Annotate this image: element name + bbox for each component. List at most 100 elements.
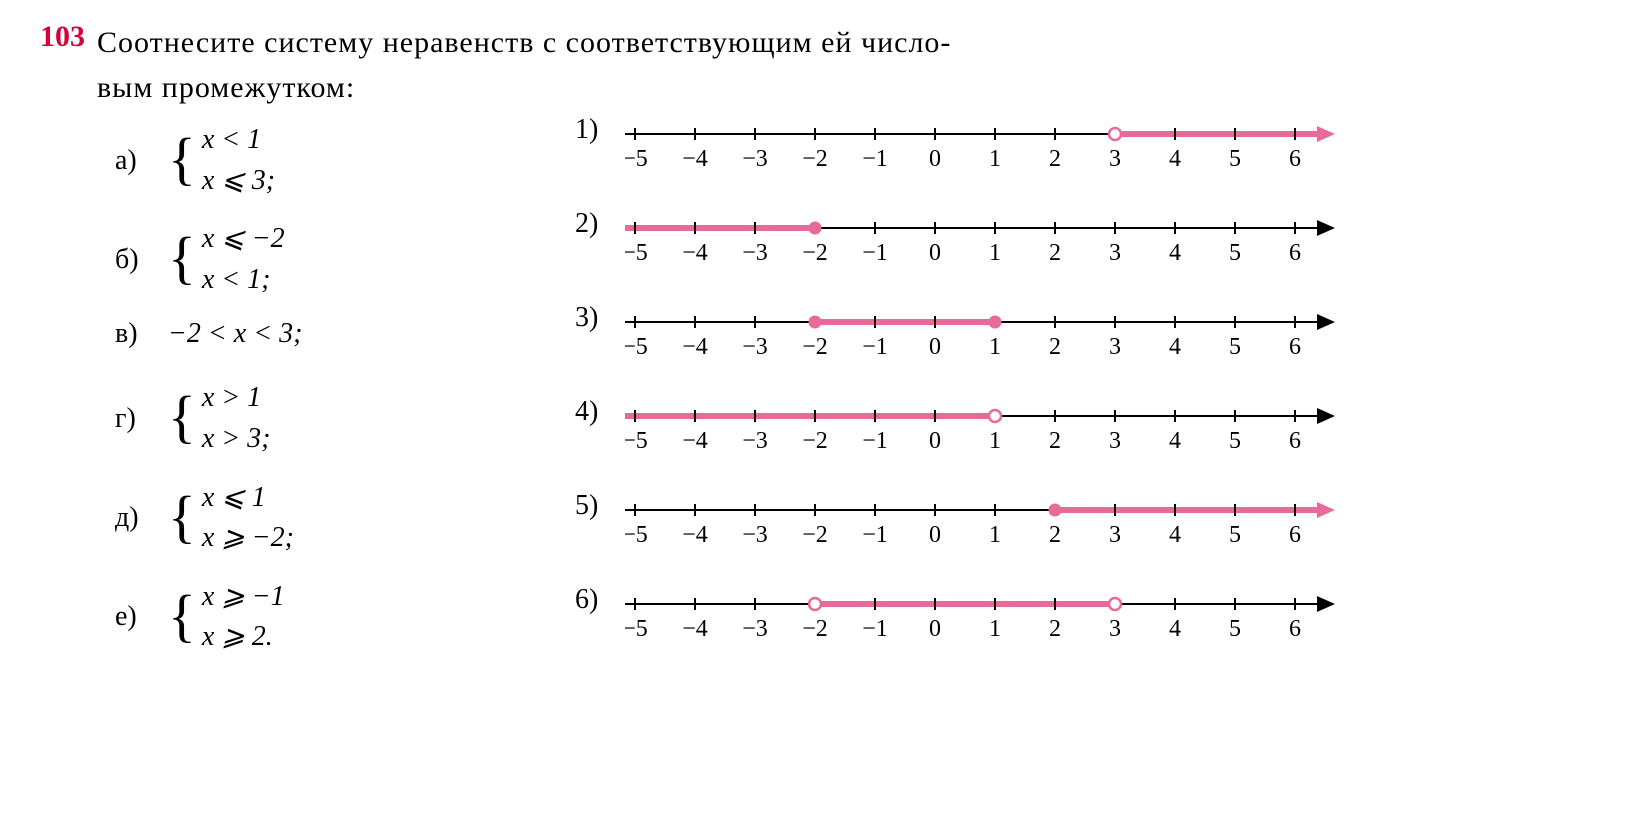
axis-tick-label: 6 xyxy=(1289,522,1301,548)
axis-arrowhead-icon xyxy=(1317,314,1335,330)
axis-arrowhead-icon xyxy=(1317,220,1335,236)
axis-tick-label: 1 xyxy=(989,240,1001,266)
system-item: г){x > 1x > 3; xyxy=(115,378,495,459)
axis-tick-label: −3 xyxy=(742,146,768,172)
system-lines: x ⩽ 1x ⩾ −2; xyxy=(202,478,294,559)
axis-tick-label: −3 xyxy=(742,240,768,266)
brace-wrap: {x ⩾ −1x ⩾ 2. xyxy=(168,577,285,658)
highlight-arrowhead-icon xyxy=(1317,502,1335,518)
axis-tick-label: 0 xyxy=(929,240,941,266)
axis-tick-label: 0 xyxy=(929,334,941,360)
axis-tick-label: 0 xyxy=(929,522,941,548)
numberline-label: 3) xyxy=(575,302,611,334)
system-item: д){x ⩽ 1x ⩾ −2; xyxy=(115,478,495,559)
axis-tick-label: −3 xyxy=(742,334,768,360)
numberline-label: 6) xyxy=(575,584,611,616)
problem-number: 103 xyxy=(40,20,85,54)
numberline-label: 1) xyxy=(575,114,611,146)
content-area: а){x < 1x ⩽ 3;б){x ⩽ −2x < 1;в)−2 < x < … xyxy=(115,120,1599,684)
numberline-row: 2)−5−4−3−2−10123456 xyxy=(575,214,1599,270)
numberline-svg: −5−4−3−2−10123456 xyxy=(625,590,1405,646)
numberline-label: 4) xyxy=(575,396,611,428)
left-brace-icon: { xyxy=(168,591,196,640)
brace-wrap: {x < 1x ⩽ 3; xyxy=(168,120,275,201)
axis-tick-label: −2 xyxy=(802,146,828,172)
system-lines: x < 1x ⩽ 3; xyxy=(202,120,275,201)
axis-tick-label: 5 xyxy=(1229,240,1241,266)
axis-tick-label: −5 xyxy=(625,240,648,266)
system-item: е){x ⩾ −1x ⩾ 2. xyxy=(115,577,495,658)
inequality-line: x ⩾ −2; xyxy=(202,518,294,559)
axis-tick-label: −5 xyxy=(625,146,648,172)
axis-tick-label: 1 xyxy=(989,428,1001,454)
axis-tick-label: 0 xyxy=(929,428,941,454)
inequality-line: x ⩽ −2 xyxy=(202,219,285,260)
left-brace-icon: { xyxy=(168,392,196,441)
axis-tick-label: −4 xyxy=(682,146,708,172)
axis-tick-label: −1 xyxy=(862,616,888,642)
problem-text-line1: Соотнесите систему неравенств с соответс… xyxy=(97,26,951,59)
numberline-label: 2) xyxy=(575,208,611,240)
axis-tick-label: 2 xyxy=(1049,240,1061,266)
inequality-line: x ⩾ −1 xyxy=(202,577,285,618)
system-label: в) xyxy=(115,318,150,350)
axis-tick-label: −3 xyxy=(742,616,768,642)
closed-endpoint-icon xyxy=(809,222,821,234)
numberline-svg: −5−4−3−2−10123456 xyxy=(625,120,1405,176)
inequality-line: x < 1 xyxy=(202,120,275,161)
system-label: а) xyxy=(115,145,150,177)
numberline-svg: −5−4−3−2−10123456 xyxy=(625,308,1405,364)
numberline-row: 4)−5−4−3−2−10123456 xyxy=(575,402,1599,458)
closed-endpoint-icon xyxy=(1049,504,1061,516)
axis-tick-label: 4 xyxy=(1169,146,1181,172)
axis-tick-label: 2 xyxy=(1049,522,1061,548)
open-endpoint-icon xyxy=(809,598,821,610)
axis-tick-label: 1 xyxy=(989,146,1001,172)
left-brace-icon: { xyxy=(168,233,196,282)
axis-tick-label: −1 xyxy=(862,428,888,454)
axis-tick-label: 4 xyxy=(1169,428,1181,454)
axis-tick-label: 5 xyxy=(1229,522,1241,548)
axis-tick-label: 2 xyxy=(1049,428,1061,454)
axis-arrowhead-icon xyxy=(1317,596,1335,612)
axis-tick-label: −1 xyxy=(862,522,888,548)
axis-tick-label: −5 xyxy=(625,428,648,454)
inequality-line: x > 3; xyxy=(202,419,271,460)
brace-wrap: {x > 1x > 3; xyxy=(168,378,271,459)
axis-tick-label: 1 xyxy=(989,616,1001,642)
axis-tick-label: −1 xyxy=(862,240,888,266)
axis-tick-label: 3 xyxy=(1109,616,1121,642)
axis-tick-label: 3 xyxy=(1109,146,1121,172)
axis-tick-label: 5 xyxy=(1229,146,1241,172)
inequality-line: x ⩾ 2. xyxy=(202,617,285,658)
system-label: д) xyxy=(115,502,150,534)
system-lines: x ⩾ −1x ⩾ 2. xyxy=(202,577,285,658)
inequality-line: x ⩽ 1 xyxy=(202,478,294,519)
numberline-svg: −5−4−3−2−10123456 xyxy=(625,402,1405,458)
inequality-line: x ⩽ 3; xyxy=(202,161,275,202)
brace-wrap: {x ⩽ −2x < 1; xyxy=(168,219,285,300)
axis-tick-label: 2 xyxy=(1049,334,1061,360)
problem-header: 103 Соотнесите систему неравенств с соот… xyxy=(40,20,1599,110)
axis-arrowhead-icon xyxy=(1317,408,1335,424)
system-item: б){x ⩽ −2x < 1; xyxy=(115,219,495,300)
open-endpoint-icon xyxy=(1109,598,1121,610)
axis-tick-label: −1 xyxy=(862,146,888,172)
axis-tick-label: 6 xyxy=(1289,334,1301,360)
axis-tick-label: 5 xyxy=(1229,428,1241,454)
axis-tick-label: −2 xyxy=(802,522,828,548)
system-lines: x > 1x > 3; xyxy=(202,378,271,459)
axis-tick-label: −4 xyxy=(682,616,708,642)
axis-tick-label: 6 xyxy=(1289,146,1301,172)
axis-tick-label: −1 xyxy=(862,334,888,360)
axis-tick-label: 2 xyxy=(1049,616,1061,642)
axis-tick-label: 3 xyxy=(1109,240,1121,266)
numberline-row: 5)−5−4−3−2−10123456 xyxy=(575,496,1599,552)
axis-tick-label: 1 xyxy=(989,522,1001,548)
systems-column: а){x < 1x ⩽ 3;б){x ⩽ −2x < 1;в)−2 < x < … xyxy=(115,120,495,684)
axis-tick-label: 4 xyxy=(1169,616,1181,642)
system-item: а) {x < 1x ⩽ 3; xyxy=(115,120,495,201)
axis-tick-label: −5 xyxy=(625,522,648,548)
axis-tick-label: −5 xyxy=(625,334,648,360)
axis-tick-label: 4 xyxy=(1169,240,1181,266)
